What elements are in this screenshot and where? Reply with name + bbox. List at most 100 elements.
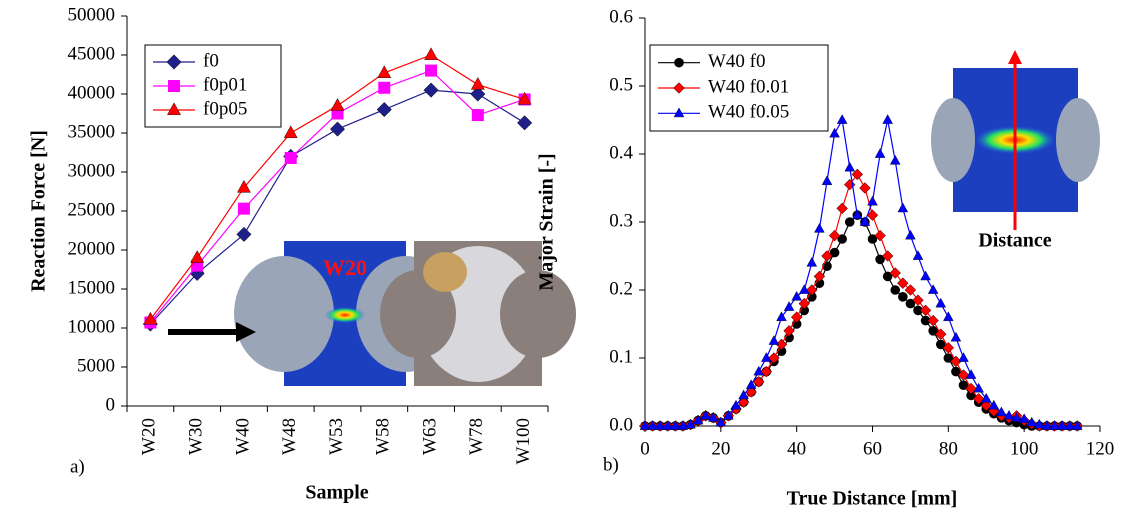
point (836, 202, 848, 215)
point (852, 209, 863, 220)
x-tick-label: W48 (279, 418, 300, 455)
series-line (645, 173, 1078, 427)
point (934, 328, 947, 340)
point (889, 267, 902, 279)
legend-label: f0p05 (203, 98, 247, 119)
x-tick-label: W63 (419, 418, 440, 455)
point (1064, 420, 1075, 430)
point (1056, 420, 1068, 430)
point (715, 416, 727, 427)
y-tick-label: 0.5 (609, 74, 633, 95)
x-tick-label: W100 (513, 418, 534, 464)
point (723, 409, 734, 420)
panel-label: a) (70, 456, 85, 477)
point (813, 270, 826, 283)
point (517, 91, 532, 105)
point (829, 127, 840, 138)
point (919, 304, 932, 317)
point (776, 311, 787, 321)
point (905, 298, 916, 309)
point (836, 114, 848, 124)
legend-marker (167, 102, 181, 116)
point (935, 297, 947, 308)
point (424, 47, 438, 60)
point (768, 335, 780, 345)
point (662, 420, 674, 430)
y-tick-label: 0.2 (609, 278, 633, 299)
point (1034, 418, 1045, 429)
point (798, 284, 810, 294)
x-tick-label: 40 (787, 438, 806, 459)
x-tick-label: W78 (466, 418, 487, 455)
point (517, 115, 533, 131)
legend-label: f0p01 (203, 74, 247, 95)
point (890, 285, 901, 295)
x-tick-label: 80 (939, 438, 958, 459)
inset-label: W20 (323, 255, 367, 280)
point (700, 409, 711, 420)
x-tick-label: 60 (863, 438, 882, 459)
point (920, 270, 931, 281)
point (950, 331, 962, 342)
arrow-head (1008, 50, 1022, 64)
legend-marker (168, 80, 180, 92)
point (639, 420, 651, 430)
panel-label: b) (603, 454, 619, 475)
y-tick-label: 0.4 (609, 142, 633, 163)
point (1041, 420, 1053, 430)
x-tick-label: 100 (1010, 438, 1039, 459)
point (957, 369, 970, 381)
x-axis-label: True Distance [mm] (787, 488, 958, 510)
point (692, 414, 704, 425)
point (897, 202, 909, 213)
point (927, 314, 939, 327)
point (875, 254, 885, 265)
point (707, 412, 719, 422)
point (783, 325, 795, 337)
point (814, 222, 825, 233)
point (284, 151, 297, 164)
point (1018, 413, 1030, 423)
y-axis-label: Major Strain [-] (536, 153, 558, 290)
legend-marker (673, 107, 685, 118)
point (904, 284, 917, 296)
point (942, 342, 955, 354)
point (882, 271, 893, 282)
point (980, 399, 993, 412)
point (897, 277, 909, 289)
y-tick-label: 15000 (68, 277, 116, 298)
point (237, 179, 251, 193)
point (837, 234, 847, 244)
point (647, 420, 658, 430)
y-tick-label: 50000 (68, 4, 116, 25)
point (965, 382, 977, 395)
point (927, 284, 939, 294)
point (237, 202, 250, 215)
point (790, 311, 803, 323)
point (738, 389, 749, 400)
arrow-head (236, 322, 256, 342)
point (943, 311, 954, 321)
point (376, 102, 392, 118)
point (470, 77, 485, 90)
point (806, 256, 818, 267)
point (996, 406, 1007, 417)
point (730, 399, 742, 410)
y-tick-label: 0.0 (609, 414, 633, 435)
point (283, 125, 298, 139)
point (752, 376, 765, 388)
point (760, 365, 773, 378)
point (470, 86, 486, 102)
point (753, 365, 765, 376)
point (1011, 412, 1022, 422)
x-axis-label: Sample (305, 482, 368, 504)
point (881, 250, 894, 262)
y-tick-label: 25000 (68, 199, 116, 220)
y-tick-label: 0.3 (609, 210, 633, 231)
point (377, 65, 392, 78)
point (980, 392, 992, 403)
point (889, 154, 901, 165)
annotation: Distance (978, 230, 1051, 252)
point (821, 175, 833, 186)
